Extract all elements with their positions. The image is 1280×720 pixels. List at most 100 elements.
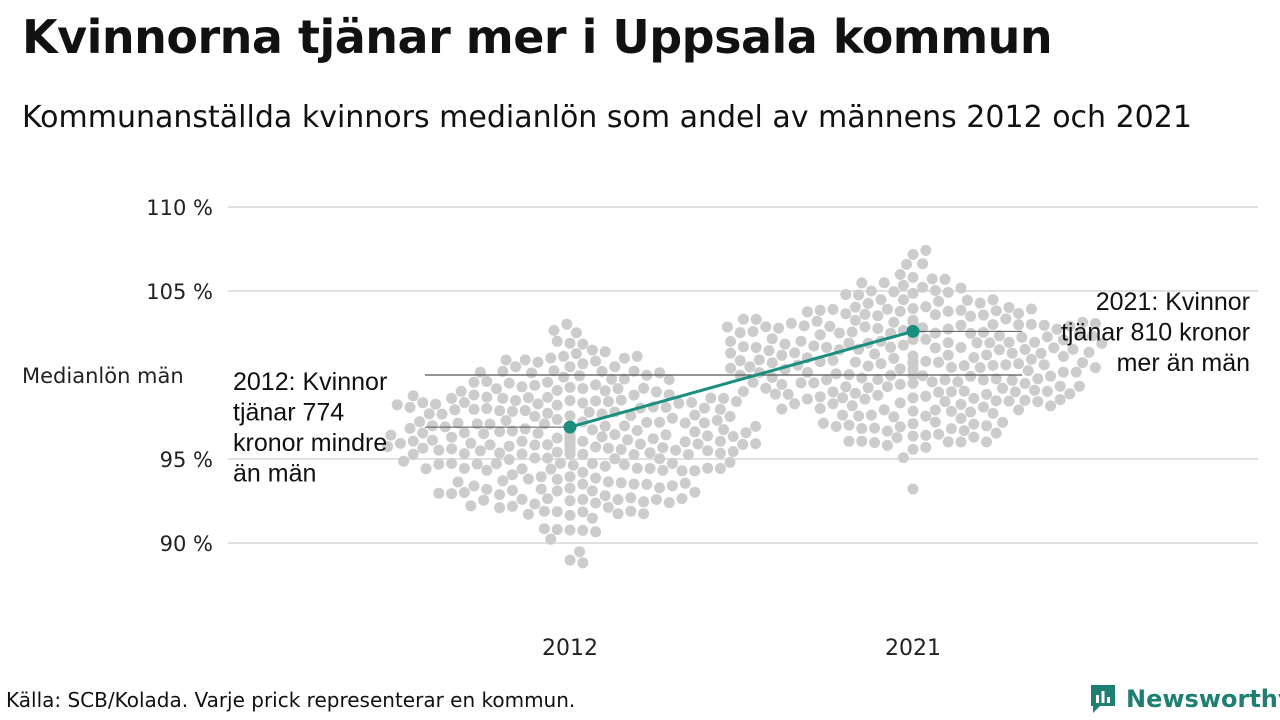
municipality-dot — [750, 438, 762, 450]
municipality-dot — [846, 326, 858, 338]
municipality-dot — [433, 487, 445, 499]
municipality-dot — [551, 399, 563, 411]
municipality-dot — [955, 304, 967, 316]
municipality-dot — [654, 453, 666, 465]
municipality-dot — [551, 524, 563, 535]
municipality-dot — [666, 458, 678, 469]
municipality-dot — [894, 363, 906, 375]
municipality-dot — [458, 427, 470, 439]
municipality-dot — [888, 316, 900, 328]
municipality-dot — [801, 366, 813, 378]
municipality-dot — [977, 309, 989, 321]
municipality-dot — [833, 327, 845, 339]
municipality-dot — [859, 393, 871, 405]
municipality-dot — [612, 508, 624, 520]
municipality-dot — [798, 320, 810, 332]
municipality-dot — [590, 395, 602, 407]
municipality-dot — [714, 447, 726, 459]
municipality-dot — [1057, 366, 1069, 378]
municipality-dot — [618, 420, 630, 432]
municipality-dot — [968, 418, 980, 430]
municipality-dot — [965, 406, 977, 418]
municipality-dot — [945, 361, 957, 373]
municipality-dot — [631, 425, 643, 436]
municipality-dot — [881, 425, 893, 437]
municipality-dot — [689, 426, 701, 438]
municipality-dot — [725, 362, 737, 374]
municipality-dot — [542, 376, 554, 388]
y-tick-label: 105 % — [146, 280, 213, 304]
municipality-dot — [945, 423, 957, 435]
municipality-dot — [1009, 386, 1021, 398]
municipality-dot — [920, 410, 932, 422]
municipality-dot — [666, 412, 678, 424]
municipality-dot — [625, 410, 637, 421]
municipality-dot — [869, 437, 881, 448]
y-tick-label: 95 % — [160, 448, 213, 472]
municipality-dot — [618, 352, 630, 364]
municipality-dot — [1003, 336, 1015, 348]
municipality-dot — [869, 422, 881, 434]
municipality-dot — [974, 362, 986, 374]
municipality-dot — [955, 319, 967, 331]
municipality-dot — [599, 460, 611, 472]
municipality-dot — [545, 463, 557, 475]
municipality-dot — [446, 443, 458, 455]
municipality-dot — [551, 446, 563, 458]
municipality-dot — [817, 417, 829, 429]
municipality-dot — [676, 465, 688, 477]
municipality-dot — [490, 383, 502, 395]
municipality-dot — [494, 502, 506, 514]
municipality-dot — [1013, 308, 1025, 319]
municipality-dot — [519, 354, 531, 366]
municipality-dot — [1045, 370, 1057, 382]
municipality-dot — [1077, 316, 1089, 328]
municipality-dot — [583, 406, 595, 418]
municipality-dot — [945, 405, 957, 417]
municipality-dot — [529, 410, 541, 422]
municipality-dot — [602, 442, 614, 454]
municipality-dot — [1038, 359, 1050, 371]
municipality-dot — [872, 323, 884, 334]
municipality-dot — [481, 376, 493, 387]
municipality-dot — [750, 313, 762, 325]
municipality-dot — [564, 337, 576, 349]
municipality-dot — [465, 437, 477, 449]
municipality-dot — [811, 315, 823, 327]
municipality-dot — [638, 382, 650, 394]
municipality-dot — [628, 389, 640, 401]
municipality-dot — [590, 379, 602, 391]
municipality-dot — [551, 506, 563, 518]
municipality-dot — [574, 546, 586, 558]
municipality-dot — [821, 374, 833, 386]
municipality-dot — [474, 445, 486, 457]
municipality-dot — [506, 469, 518, 481]
municipality-dot — [654, 416, 666, 428]
municipality-dot — [856, 423, 868, 434]
municipality-dot — [602, 396, 614, 408]
municipality-dot — [859, 321, 871, 333]
municipality-dot — [926, 376, 938, 388]
municipality-dot — [724, 456, 736, 468]
municipality-dot — [907, 271, 919, 283]
municipality-dot — [981, 436, 993, 448]
municipality-dot — [551, 414, 563, 425]
municipality-dot — [1048, 342, 1060, 354]
municipality-dot — [586, 424, 598, 436]
municipality-dot — [1054, 380, 1066, 392]
municipality-dot — [997, 382, 1009, 394]
municipality-dot — [446, 392, 458, 404]
municipality-dot — [682, 449, 694, 460]
municipality-dot — [843, 419, 855, 431]
municipality-dot — [529, 379, 541, 391]
municipality-dot — [1013, 404, 1025, 416]
municipality-dot — [535, 483, 547, 495]
municipality-dot — [984, 337, 996, 349]
municipality-dot — [776, 379, 788, 390]
municipality-dot — [920, 301, 932, 313]
municipality-dot — [554, 457, 566, 469]
municipality-dot — [577, 494, 589, 505]
municipality-dot — [606, 373, 618, 385]
municipality-dot — [532, 356, 544, 368]
municipality-dot — [577, 435, 589, 447]
